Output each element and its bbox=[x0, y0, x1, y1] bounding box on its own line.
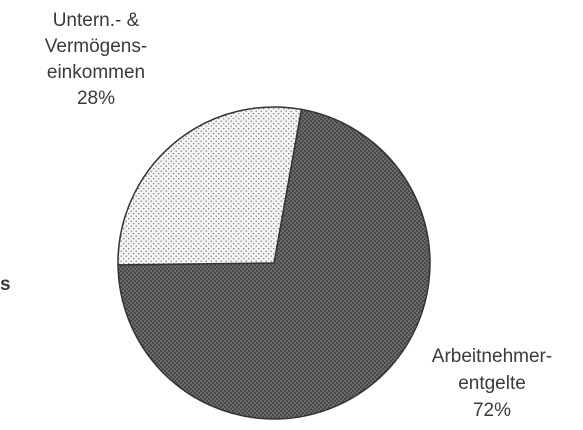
pie-slice-vermoegenseinkommen bbox=[117, 106, 303, 266]
slice-label-line: 72% bbox=[473, 400, 511, 421]
pie-slice-arbeitnehmerentgelte bbox=[117, 108, 431, 420]
slice-label-line: Vermögens- bbox=[45, 36, 147, 57]
slice-label-line: Untern.- & bbox=[53, 10, 140, 31]
slice-label-line: 28% bbox=[77, 88, 115, 109]
slice-label-arbeitnehmerentgelte: Arbeitnehmer-entgelte 72% bbox=[432, 346, 552, 421]
slice-label-vermoegenseinkommen: Untern.- & Vermögens-einkommen 28% bbox=[45, 10, 147, 109]
slice-label-line: einkommen bbox=[47, 62, 145, 83]
slice-label-line: Arbeitnehmer- bbox=[432, 346, 552, 367]
edge-text: s bbox=[0, 274, 11, 295]
slice-label-line: entgelte bbox=[458, 373, 526, 394]
